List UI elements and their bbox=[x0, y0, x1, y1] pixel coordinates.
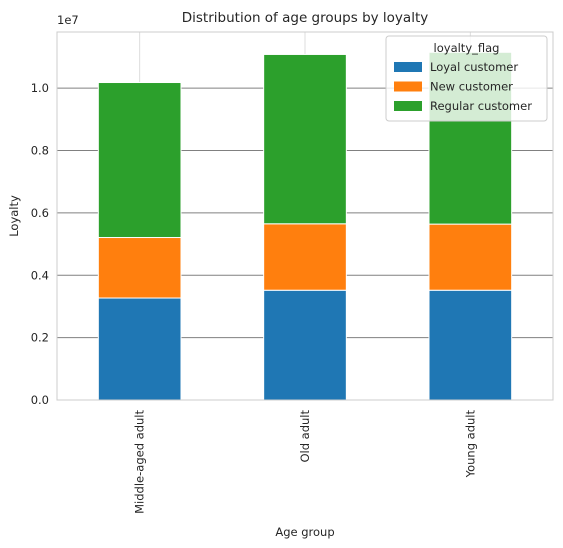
y-tick-label: 0.4 bbox=[31, 268, 49, 282]
bar-segment bbox=[263, 289, 347, 401]
y-axis-offset-label: 1e7 bbox=[57, 13, 79, 27]
legend-label: Regular customer bbox=[430, 99, 532, 113]
y-tick-label: 1.0 bbox=[31, 81, 49, 95]
legend-swatch bbox=[394, 101, 422, 111]
bar-segment bbox=[263, 223, 347, 291]
x-tick-label: Old adult bbox=[298, 410, 312, 463]
legend-label: Loyal customer bbox=[430, 60, 518, 74]
x-tick-label: Middle-aged adult bbox=[133, 410, 147, 514]
legend-box bbox=[385, 35, 548, 122]
y-tick-label: 0.0 bbox=[31, 393, 49, 407]
x-axis: Middle-aged adult Old adult Young adult bbox=[133, 410, 478, 514]
x-tick-label: Young adult bbox=[463, 410, 477, 479]
y-axis: 0.0 0.2 0.4 0.6 0.8 1.0 bbox=[31, 81, 49, 407]
bar-segment bbox=[97, 82, 182, 239]
legend-label: New customer bbox=[430, 80, 513, 94]
bar-segment bbox=[428, 223, 513, 291]
legend-swatch bbox=[394, 81, 422, 92]
bar-segment bbox=[428, 289, 513, 401]
legend-title: loyalty_flag bbox=[434, 41, 500, 55]
bar-segment bbox=[97, 297, 182, 401]
bar-segment bbox=[97, 237, 182, 299]
y-tick-label: 0.8 bbox=[31, 144, 49, 158]
chart-title: Distribution of age groups by loyalty bbox=[182, 10, 428, 26]
y-axis-title: Loyalty bbox=[7, 195, 21, 237]
plot-frame bbox=[56, 31, 554, 401]
y-tick-label: 0.6 bbox=[31, 206, 49, 220]
y-tick-label: 0.2 bbox=[31, 331, 49, 345]
x-axis-title: Age group bbox=[275, 525, 334, 539]
legend-swatch bbox=[394, 62, 422, 72]
bar-segment bbox=[263, 53, 347, 225]
legend: loyalty_flag Loyal customer New customer Re… bbox=[385, 35, 548, 122]
